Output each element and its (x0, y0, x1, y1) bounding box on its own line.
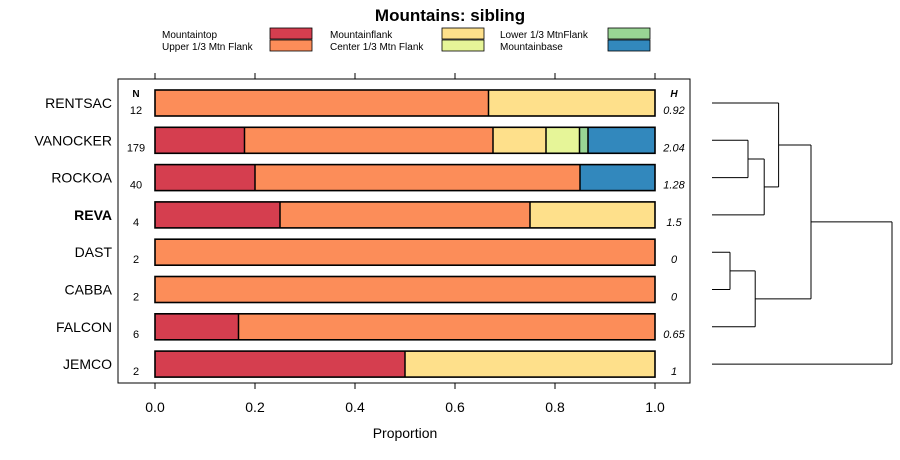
bar-segment-rentsac-upper-1-3-mtn-flank (155, 90, 489, 116)
category-label-falcon: FALCON (56, 319, 112, 335)
legend-label-center-1-3-mtn-flank: Center 1/3 Mtn Flank (330, 42, 424, 53)
bar-segment-vanocker-center-1-3-mtn-flank (546, 127, 580, 154)
h-label-vanocker: 2.04 (662, 142, 684, 154)
n-label-falcon: 6 (133, 329, 139, 341)
h-label-reva: 1.5 (666, 217, 682, 229)
n-column-header: N (132, 89, 139, 100)
category-label-rentsac: RENTSAC (45, 95, 112, 111)
h-label-cabba: 0 (671, 292, 678, 304)
n-label-vanocker: 179 (127, 142, 145, 154)
bar-segment-vanocker-mountainbase (588, 127, 655, 154)
n-label-rockoa: 40 (130, 180, 142, 192)
bar-outline-rentsac (154, 89, 656, 117)
n-label-rentsac: 12 (130, 105, 142, 117)
bar-outline-falcon (154, 312, 656, 341)
bar-segment-vanocker-lower-1-3-mtnflank (579, 127, 588, 154)
n-label-dast: 2 (133, 254, 139, 266)
bar-segment-jemco-mountaintop (155, 351, 405, 378)
bar-segment-jemco-mountainflank (405, 351, 655, 378)
h-label-jemco: 1 (671, 366, 677, 378)
bar-segment-cabba-upper-1-3-mtn-flank (155, 276, 655, 303)
axes-group: 0.0 0.2 0.4 0.6 0.8 1.0 (145, 73, 665, 415)
h-label-falcon: 0.65 (663, 329, 685, 341)
bar-segment-dast-upper-1-3-mtn-flank (155, 239, 655, 266)
bar-outline-reva (154, 201, 656, 229)
bar-segment-reva-mountainflank (530, 201, 655, 228)
x-tick-label-4: 0.8 (545, 399, 565, 415)
legend-swatch-upper-1-3-mtn-flank (269, 39, 313, 52)
x-tick-label-1: 0.2 (245, 399, 265, 415)
legend-label-mountainflank: Mountainflank (330, 30, 393, 41)
legend-label-mountaintop: Mountaintop (162, 30, 217, 41)
bar-segment-rockoa-mountaintop (155, 164, 255, 191)
category-label-reva: REVA (74, 207, 112, 223)
category-label-dast: DAST (75, 244, 113, 260)
h-label-rockoa: 1.28 (663, 180, 685, 192)
n-label-jemco: 2 (133, 366, 139, 378)
n-label-reva: 4 (133, 217, 139, 229)
bar-segment-reva-mountaintop (155, 201, 280, 228)
bar-segment-vanocker-upper-1-3-mtn-flank (244, 127, 493, 154)
legend-label-mountainbase: Mountainbase (500, 42, 563, 53)
category-label-vanocker: VANOCKER (34, 132, 112, 148)
bar-segment-falcon-upper-1-3-mtn-flank (238, 313, 655, 340)
category-label-jemco: JEMCO (63, 356, 112, 372)
bar-segment-falcon-mountaintop (155, 313, 239, 340)
bar-segment-rentsac-mountainflank (488, 90, 655, 116)
plot-frame (117, 78, 691, 384)
category-label-cabba: CABBA (65, 282, 113, 298)
legend-label-upper-1-3-mtn-flank: Upper 1/3 Mtn Flank (162, 42, 254, 53)
category-label-rockoa: ROCKOA (51, 170, 112, 186)
legend-swatch-mountainflank (441, 27, 485, 40)
n-label-cabba: 2 (133, 292, 139, 304)
bar-outline-jemco (154, 350, 656, 378)
x-axis-label: Proportion (373, 425, 438, 441)
h-column-header: H (670, 89, 678, 100)
bar-segment-reva-upper-1-3-mtn-flank (280, 201, 530, 228)
legend-swatch-mountainbase (607, 39, 651, 52)
x-tick-label-3: 0.6 (445, 399, 465, 415)
h-label-rentsac: 0.92 (663, 105, 684, 117)
bar-outline-vanocker (154, 126, 656, 155)
bar-outline-cabba (154, 275, 656, 304)
legend-label-lower-1-3-mtnflank: Lower 1/3 MtnFlank (500, 30, 589, 41)
bar-segment-vanocker-mountainflank (493, 127, 546, 154)
x-tick-label-0: 0.0 (145, 399, 165, 415)
x-tick-label-2: 0.4 (345, 399, 365, 415)
h-label-dast: 0 (671, 254, 678, 266)
chart-title: Mountains: sibling (375, 6, 525, 25)
legend-swatch-lower-1-3-mtnflank (607, 27, 651, 40)
bar-segment-vanocker-mountaintop (155, 127, 245, 154)
bar-segment-rockoa-mountainbase (580, 164, 655, 191)
bar-outline-rockoa (154, 163, 656, 192)
x-tick-label-5: 1.0 (645, 399, 665, 415)
legend-swatch-mountaintop (269, 27, 313, 40)
dendrogram (712, 102, 893, 365)
legend-swatch-center-1-3-mtn-flank (441, 39, 485, 52)
bar-outline-dast (154, 238, 656, 266)
bar-segment-rockoa-upper-1-3-mtn-flank (255, 164, 580, 191)
